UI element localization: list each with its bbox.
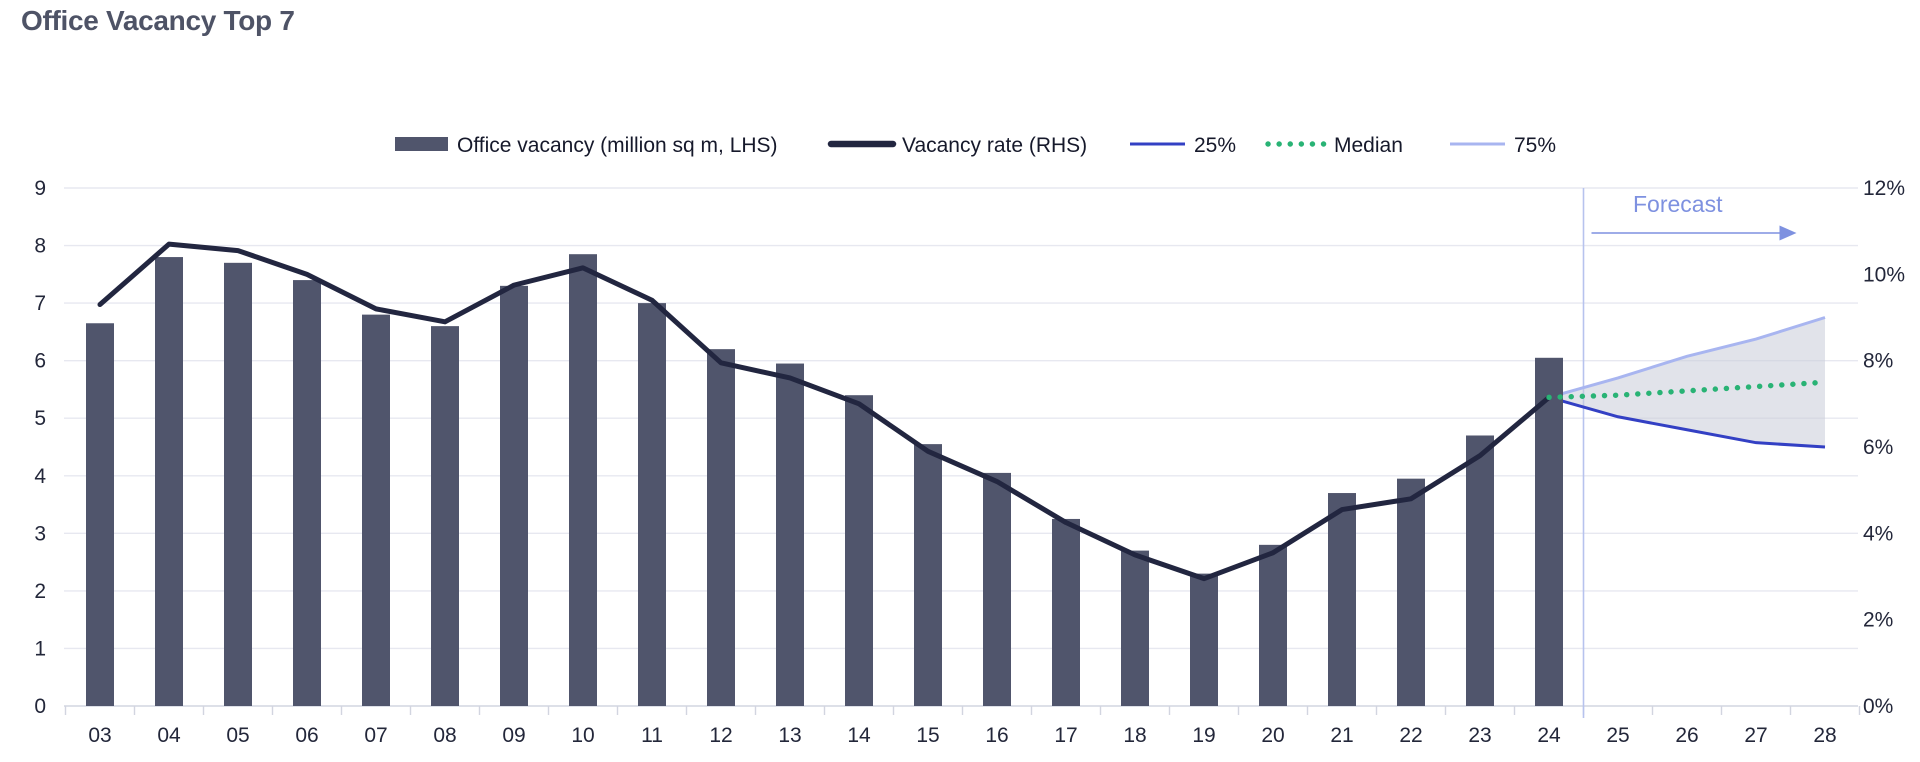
x-label-21: 21 <box>1330 724 1353 747</box>
x-label-25: 25 <box>1606 724 1629 747</box>
bar-06 <box>293 280 321 706</box>
bar-24 <box>1535 357 1563 706</box>
x-label-13: 13 <box>778 724 801 747</box>
y-left-label-0: 0 <box>34 695 46 718</box>
bar-23 <box>1466 435 1494 706</box>
bar-09 <box>500 285 528 706</box>
vacancy-rate-line <box>97 241 1552 582</box>
y-left-label-6: 6 <box>34 350 46 373</box>
forecast-label: Forecast <box>1633 191 1723 217</box>
bar-14 <box>845 395 873 706</box>
legend-4-label: 75% <box>1514 134 1556 157</box>
x-label-04: 04 <box>157 724 181 747</box>
p25-forecast-line <box>1548 395 1826 449</box>
y-right-label-8: 8% <box>1863 350 1893 373</box>
y-left-label-9: 9 <box>34 177 46 200</box>
x-label-24: 24 <box>1537 724 1561 747</box>
y-left-label-1: 1 <box>34 637 46 660</box>
bar-21 <box>1328 493 1356 706</box>
x-label-09: 09 <box>502 724 525 747</box>
bar-17 <box>1052 518 1080 706</box>
bar-22 <box>1397 478 1425 706</box>
x-label-05: 05 <box>226 724 249 747</box>
x-label-20: 20 <box>1261 724 1284 747</box>
y-right-label-10: 10% <box>1863 263 1905 286</box>
x-label-03: 03 <box>88 724 111 747</box>
x-label-12: 12 <box>709 724 732 747</box>
y-left-label-7: 7 <box>34 292 46 315</box>
legend-3-label: Median <box>1334 134 1403 157</box>
x-label-17: 17 <box>1054 724 1077 747</box>
x-label-10: 10 <box>571 724 594 747</box>
x-label-26: 26 <box>1675 724 1698 747</box>
bar-20 <box>1259 544 1287 706</box>
y-left-label-3: 3 <box>34 522 46 545</box>
bar-11 <box>638 303 666 706</box>
y-left-label-4: 4 <box>34 465 46 488</box>
bar-18 <box>1121 550 1149 706</box>
legend-0-swatch-icon <box>395 137 448 151</box>
bar-05 <box>224 262 252 706</box>
forecast-arrow-head-icon <box>1779 225 1797 241</box>
page-title: Office Vacancy Top 7 <box>21 5 295 36</box>
bar-04 <box>155 257 183 706</box>
y-left-label-5: 5 <box>34 407 46 430</box>
y-right-label-0: 0% <box>1863 695 1893 718</box>
p75-forecast-line <box>1548 316 1826 399</box>
x-label-16: 16 <box>985 724 1008 747</box>
x-label-07: 07 <box>364 724 387 747</box>
x-label-06: 06 <box>295 724 318 747</box>
bar-12 <box>707 349 735 706</box>
bar-13 <box>776 363 804 706</box>
legend-2-label: 25% <box>1194 134 1236 157</box>
x-label-15: 15 <box>916 724 939 747</box>
y-right-label-4: 4% <box>1863 522 1893 545</box>
bar-07 <box>362 314 390 706</box>
x-label-14: 14 <box>847 724 871 747</box>
bar-19 <box>1190 573 1218 706</box>
bar-16 <box>983 472 1011 706</box>
median-forecast-line <box>1546 379 1828 401</box>
y-right-label-2: 2% <box>1863 609 1893 632</box>
x-label-22: 22 <box>1399 724 1422 747</box>
x-label-08: 08 <box>433 724 456 747</box>
y-right-label-6: 6% <box>1863 436 1893 459</box>
bar-10 <box>569 254 597 706</box>
bar-15 <box>914 444 942 706</box>
y-left-label-8: 8 <box>34 235 46 258</box>
x-label-23: 23 <box>1468 724 1491 747</box>
x-label-18: 18 <box>1123 724 1146 747</box>
x-label-19: 19 <box>1192 724 1215 747</box>
forecast-fan-area <box>1549 317 1825 447</box>
x-label-27: 27 <box>1744 724 1767 747</box>
legend-0-label: Office vacancy (million sq m, LHS) <box>457 134 778 157</box>
x-label-11: 11 <box>641 724 663 747</box>
y-right-label-12: 12% <box>1863 177 1905 200</box>
bar-08 <box>431 326 459 706</box>
y-left-label-2: 2 <box>34 580 46 603</box>
x-label-28: 28 <box>1813 724 1836 747</box>
legend-1-label: Vacancy rate (RHS) <box>902 134 1087 157</box>
bar-03 <box>86 323 114 706</box>
